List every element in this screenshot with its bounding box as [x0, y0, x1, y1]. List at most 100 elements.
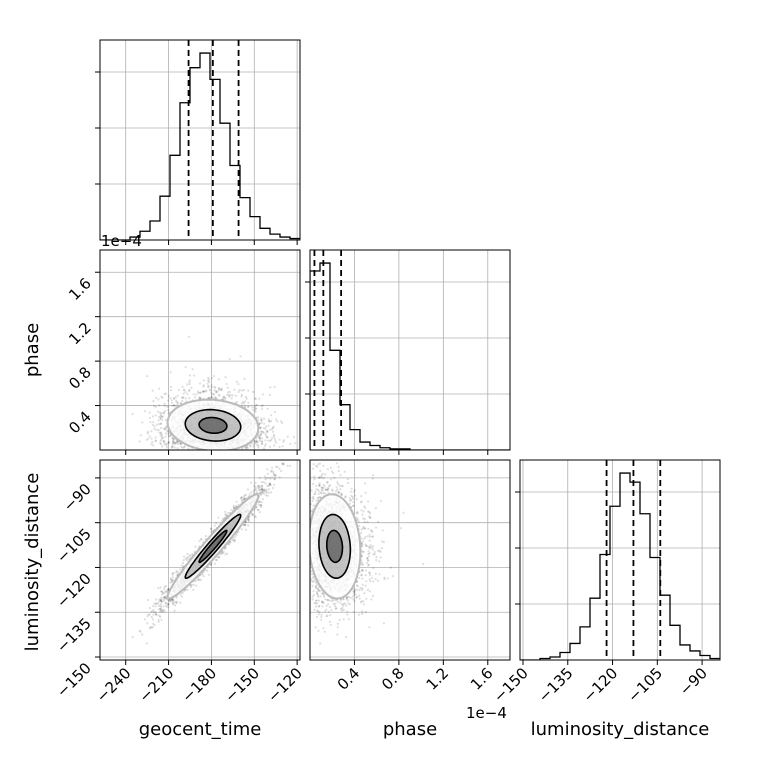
sample-point [262, 489, 266, 492]
sample-point [192, 393, 195, 396]
sample-point [184, 557, 187, 560]
sample-point [257, 508, 260, 512]
sample-point [163, 596, 166, 599]
sample-point [167, 599, 170, 602]
sample-point [173, 609, 176, 612]
sample-point [253, 409, 257, 412]
sample-point [171, 446, 174, 449]
sample-point [269, 477, 272, 480]
sample-point [173, 441, 176, 444]
sample-point [154, 605, 157, 608]
sample-point [160, 422, 163, 425]
sample-point [229, 394, 232, 397]
sample-point [270, 438, 273, 441]
sample-point [263, 492, 266, 495]
sample-point [269, 428, 272, 431]
sample-point [173, 404, 176, 407]
sample-point [165, 590, 168, 593]
sample-point [272, 473, 276, 476]
sample-point [252, 445, 255, 448]
sample-point [198, 579, 201, 582]
sample-point [254, 398, 257, 401]
sample-point [166, 591, 169, 594]
sample-point [224, 397, 227, 400]
sample-point [257, 444, 260, 447]
sample-point [159, 416, 162, 419]
sample-point [159, 432, 162, 435]
sample-point [228, 395, 231, 398]
sample-point [194, 396, 197, 399]
sample-point [172, 439, 175, 442]
sample-point [174, 442, 177, 445]
sample-point [269, 483, 272, 486]
sample-point [254, 410, 257, 413]
sample-point [182, 396, 185, 399]
sample-point [227, 391, 230, 394]
sample-point [159, 609, 162, 612]
sample-point [213, 385, 216, 389]
sample-point [170, 578, 173, 582]
sample-point [273, 435, 276, 438]
sample-point [157, 410, 160, 413]
sample-point [260, 505, 263, 509]
sample-point [165, 602, 168, 605]
sample-point [261, 437, 264, 440]
sample-point [243, 377, 246, 380]
sample-point [278, 445, 281, 448]
sample-point [270, 469, 273, 472]
sample-point [278, 467, 281, 470]
sample-point [157, 429, 160, 432]
sample-point [225, 513, 228, 516]
sample-point [189, 584, 192, 587]
sample-point [260, 421, 263, 424]
sample-point [146, 430, 150, 433]
sample-point [210, 384, 213, 387]
sample-point [159, 443, 162, 446]
sample-point [157, 618, 160, 622]
sample-point [276, 465, 279, 468]
contour-level [198, 416, 228, 434]
sample-point [204, 534, 207, 538]
sample-point [208, 388, 211, 391]
sample-point [167, 603, 170, 606]
sample-point [171, 443, 174, 446]
sample-point [266, 494, 269, 497]
sample-point [254, 481, 257, 485]
sample-point [281, 462, 284, 465]
sample-point [190, 585, 193, 589]
sample-point [268, 445, 271, 448]
sample-point [202, 390, 205, 393]
sample-point [184, 391, 187, 394]
sample-point [202, 390, 205, 393]
sample-point [257, 503, 260, 506]
sample-point [149, 421, 152, 424]
grid [100, 40, 300, 240]
sample-point [175, 571, 178, 574]
sample-point [258, 488, 261, 492]
sample-point [152, 613, 155, 616]
sample-point [255, 440, 258, 443]
sample-point [271, 466, 274, 469]
sample-point [240, 389, 244, 392]
sample-point [225, 552, 229, 555]
sample-point [152, 400, 155, 403]
sample-point [171, 573, 174, 576]
sample-point [217, 389, 220, 392]
sample-point [215, 522, 218, 525]
sample-point [202, 384, 205, 387]
sample-point [195, 393, 198, 396]
sample-point [222, 395, 225, 398]
sample-point [159, 434, 162, 437]
sample-point [246, 488, 249, 491]
sample-point [247, 518, 250, 522]
sample-point [260, 488, 264, 491]
sample-point [194, 545, 197, 548]
sample-point [273, 385, 276, 388]
sample-point [154, 396, 157, 400]
sample-point [150, 615, 153, 619]
sample-point [273, 478, 276, 481]
sample-point [141, 421, 144, 424]
sample-point [131, 412, 134, 415]
sample-point [258, 437, 262, 440]
